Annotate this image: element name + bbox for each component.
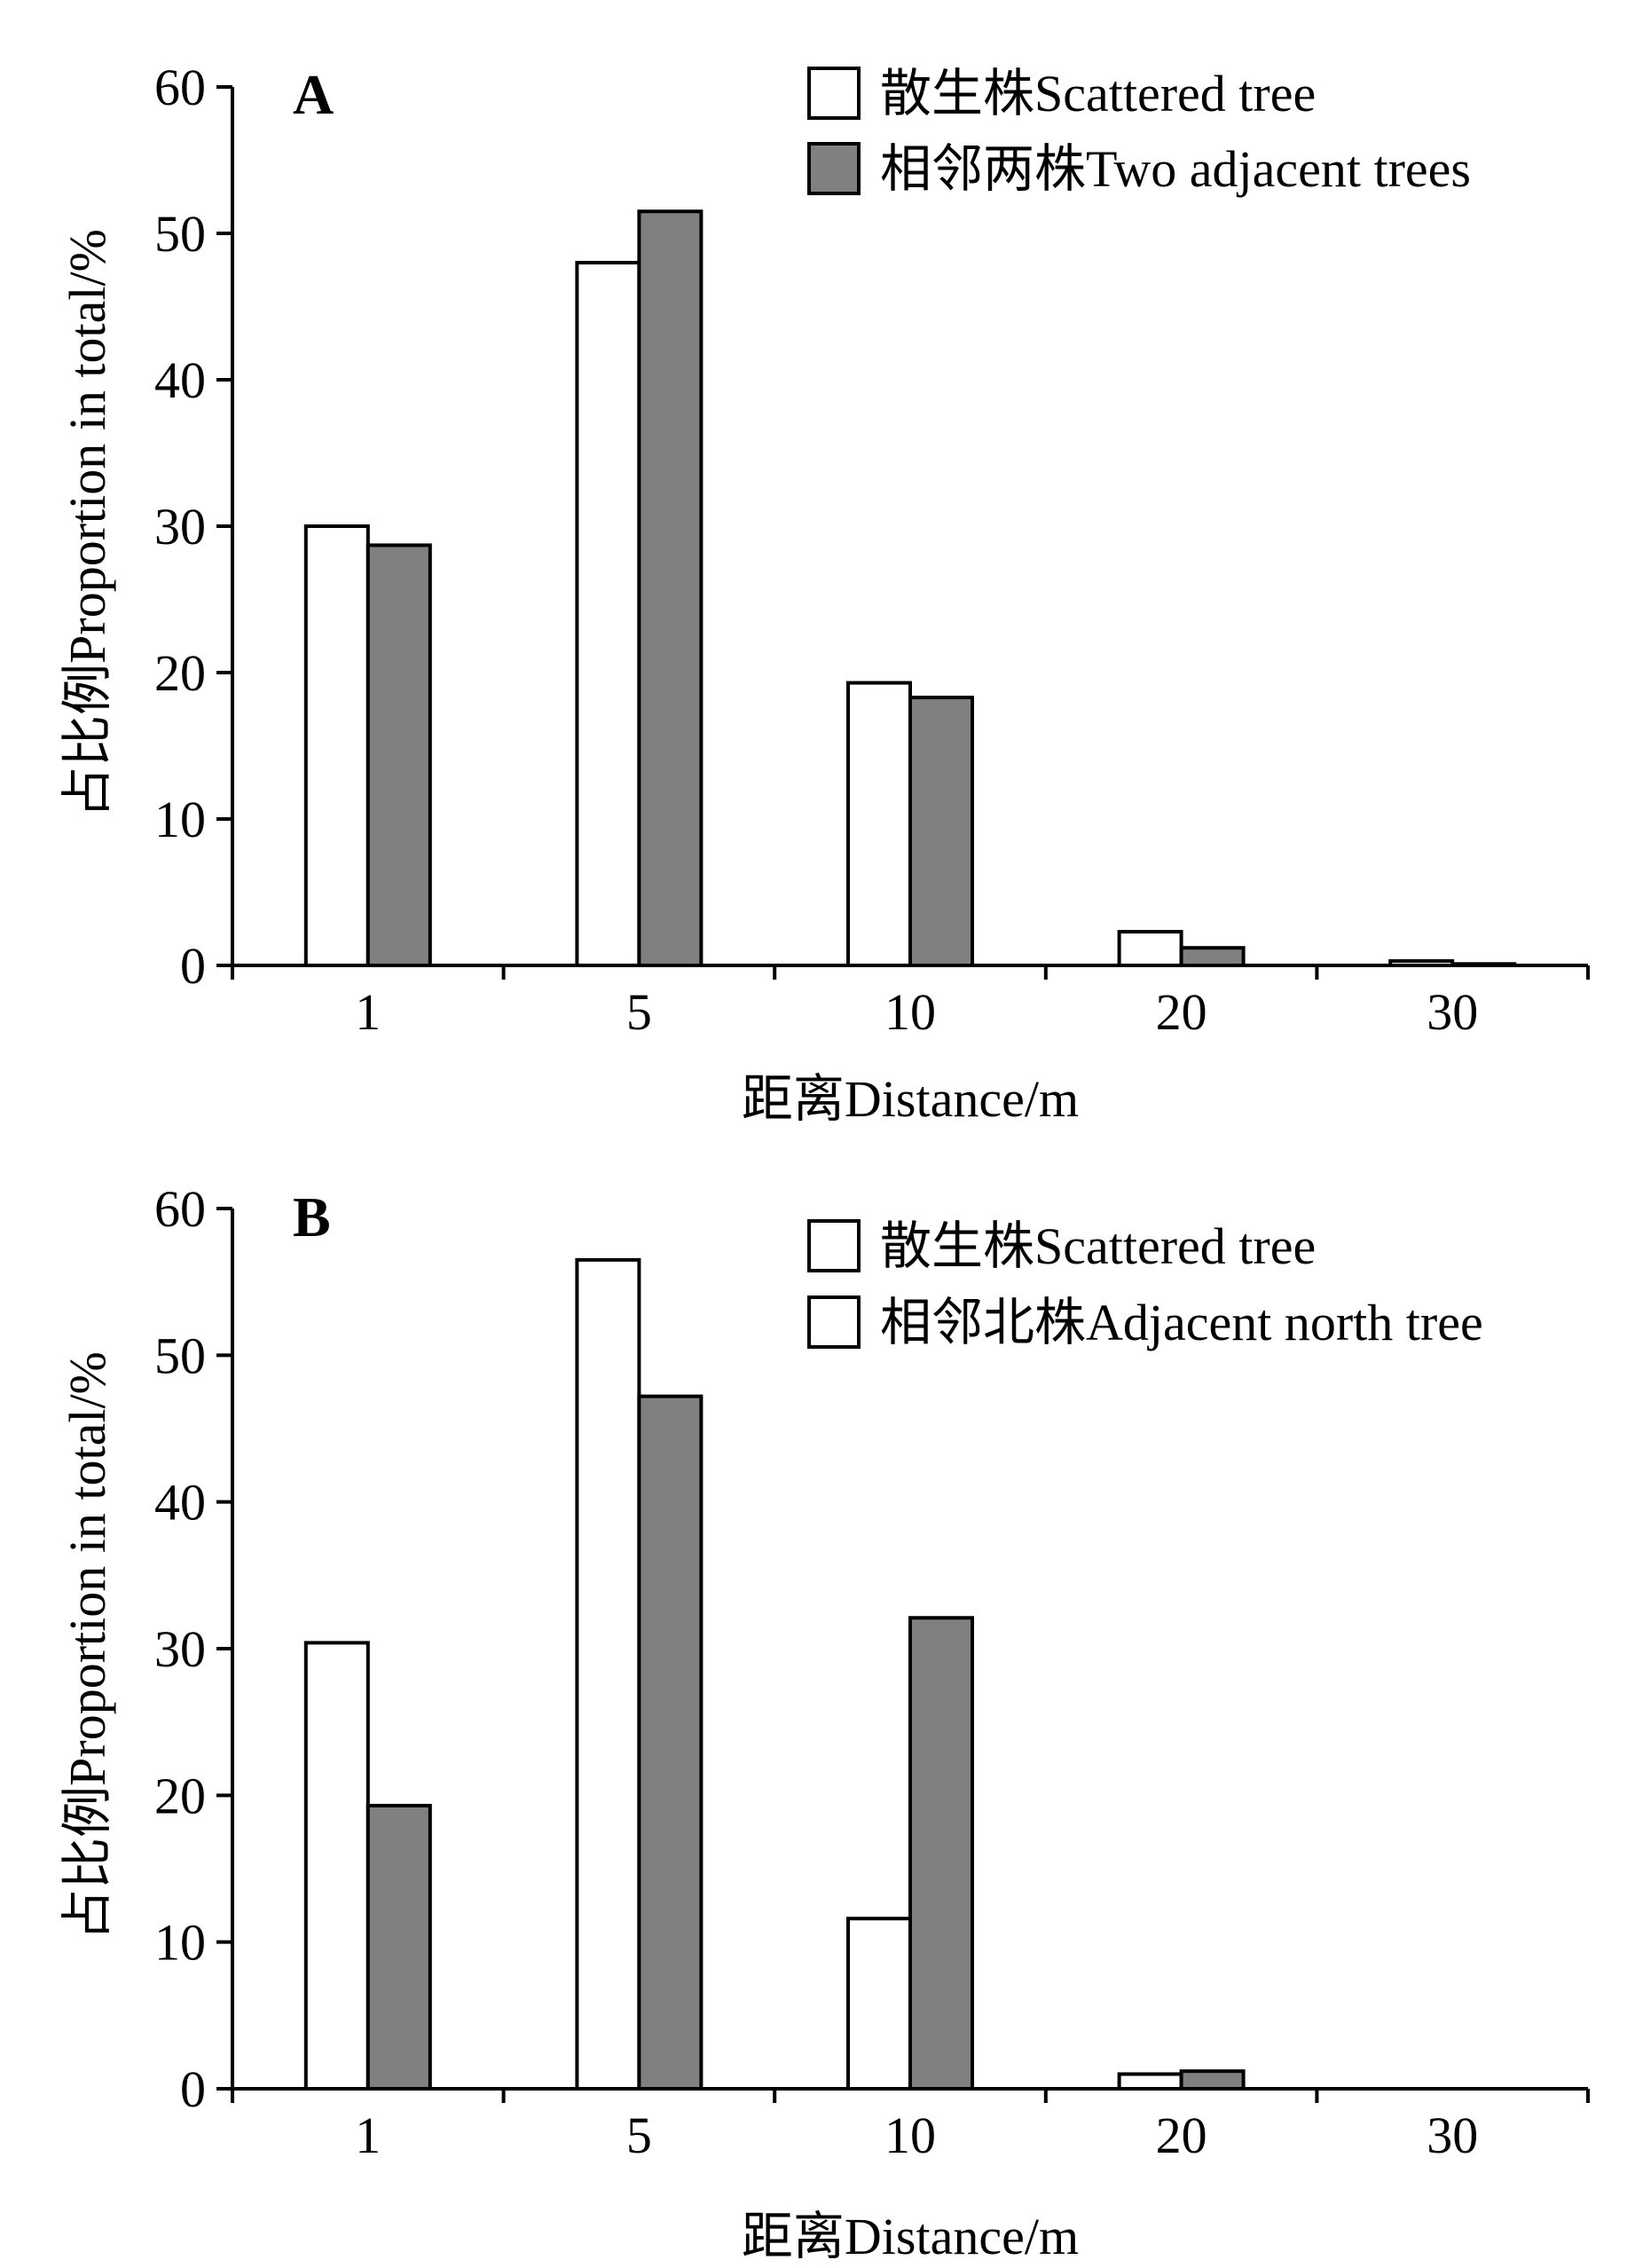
bar-series1-5 bbox=[575, 1257, 641, 2091]
bar-series1-20 bbox=[1117, 930, 1183, 968]
y-tick-label: 0 bbox=[180, 2060, 206, 2118]
chart-panel-a: 0 10 20 30 40 50 60 1 5 10 20 30 A 散生株Scattered tree 相… bbox=[59, 59, 1590, 1128]
bar-series2-1 bbox=[366, 543, 432, 967]
x-tick-label: 20 bbox=[1156, 2107, 1207, 2164]
y-tick-label: 60 bbox=[154, 1180, 206, 1238]
bar-series1-10 bbox=[846, 681, 912, 967]
y-tick-label: 20 bbox=[154, 644, 206, 702]
panel-label: A bbox=[293, 63, 334, 126]
bar-series1-5 bbox=[575, 261, 641, 967]
legend-label: 相邻北株Adjacent north tree bbox=[880, 1294, 1483, 1351]
legend-swatch bbox=[807, 1219, 861, 1272]
bar-series1-30 bbox=[1388, 959, 1455, 968]
legend-swatch bbox=[807, 142, 861, 195]
legend-swatch bbox=[807, 67, 861, 120]
x-tick-label: 1 bbox=[355, 983, 381, 1041]
y-axis-title: 占比例Proportion in total/% bbox=[59, 229, 116, 818]
y-tick-label: 30 bbox=[154, 1620, 206, 1678]
y-tick-label: 10 bbox=[154, 1914, 206, 1972]
y-tick-label: 50 bbox=[154, 205, 206, 263]
panel-label: B bbox=[293, 1185, 331, 1248]
legend-label: 相邻两株Two adjacent trees bbox=[880, 140, 1471, 198]
bar-series2-30 bbox=[1450, 962, 1517, 967]
bar-series2-5 bbox=[637, 209, 704, 967]
bar-series1-20 bbox=[1117, 2072, 1183, 2091]
bar-series1-1 bbox=[303, 524, 370, 967]
bar-series2-5 bbox=[637, 1394, 704, 2091]
y-tick-label: 50 bbox=[154, 1327, 206, 1384]
x-tick-label: 20 bbox=[1156, 983, 1207, 1041]
legend-label: 散生株Scattered tree bbox=[880, 65, 1316, 122]
y-tick-label: 30 bbox=[154, 498, 206, 555]
x-axis-title: 距离Distance/m bbox=[742, 1070, 1079, 1128]
y-tick-label: 60 bbox=[154, 59, 206, 116]
legend-swatch bbox=[807, 1295, 861, 1349]
x-tick-label: 30 bbox=[1427, 983, 1478, 1041]
bar-series2-20 bbox=[1179, 2069, 1246, 2091]
y-tick-label: 40 bbox=[154, 1474, 206, 1532]
bar-series2-10 bbox=[908, 696, 974, 967]
y-tick-label: 10 bbox=[154, 791, 206, 848]
x-axis-title: 距离Distance/m bbox=[742, 2208, 1079, 2264]
legend-label: 散生株Scattered tree bbox=[880, 1217, 1316, 1275]
y-tick-label: 40 bbox=[154, 351, 206, 409]
x-tick-label: 30 bbox=[1427, 2107, 1478, 2164]
x-tick-label: 10 bbox=[884, 2107, 936, 2164]
y-tick-label: 0 bbox=[180, 937, 206, 995]
x-tick-label: 1 bbox=[355, 2107, 381, 2164]
x-tick-label: 10 bbox=[884, 983, 936, 1041]
x-tick-label: 5 bbox=[626, 2107, 652, 2164]
x-tick-label: 5 bbox=[626, 983, 652, 1041]
bar-series1-10 bbox=[846, 1917, 912, 2091]
bar-series1-1 bbox=[303, 1641, 370, 2091]
bar-series2-20 bbox=[1179, 946, 1246, 967]
bar-series2-1 bbox=[366, 1803, 432, 2091]
y-tick-label: 20 bbox=[154, 1767, 206, 1824]
chart-panel-b: 0 10 20 30 40 50 60 1 5 10 20 30 B 散生株Scattered tree 相… bbox=[59, 1180, 1590, 2265]
y-axis-title: 占比例Proportion in total/% bbox=[59, 1351, 116, 1941]
bar-series2-10 bbox=[908, 1616, 974, 2091]
